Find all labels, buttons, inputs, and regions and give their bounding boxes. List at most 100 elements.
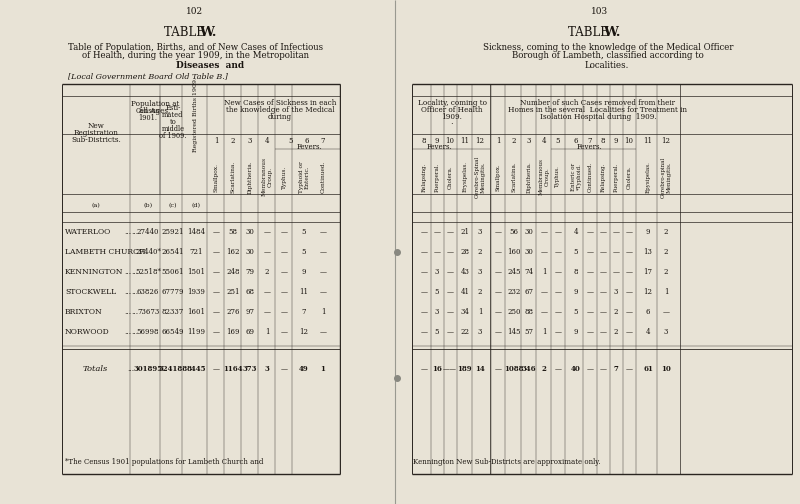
Text: Population at: Population at: [131, 100, 179, 108]
Text: 5: 5: [289, 137, 294, 145]
Text: mated: mated: [162, 111, 184, 119]
Text: —: —: [599, 365, 606, 373]
Text: —: —: [494, 288, 502, 296]
Text: —: —: [213, 228, 219, 236]
Text: 169: 169: [226, 328, 240, 336]
Text: Borough of Lambeth, classified according to: Borough of Lambeth, classified according…: [512, 51, 704, 60]
Text: New: New: [87, 122, 105, 130]
Text: Typhus.: Typhus.: [555, 166, 561, 188]
Text: 30: 30: [525, 228, 534, 236]
Text: 8: 8: [574, 268, 578, 276]
Text: —: —: [586, 328, 594, 336]
Text: 73673: 73673: [137, 308, 159, 316]
Text: 6: 6: [305, 137, 310, 145]
Text: Relapsing.: Relapsing.: [422, 162, 426, 192]
Text: —: —: [554, 248, 562, 256]
Text: 10: 10: [446, 137, 454, 145]
Text: 10: 10: [661, 365, 671, 373]
Text: —: —: [541, 228, 547, 236]
Text: —: —: [554, 268, 562, 276]
Text: 40: 40: [571, 365, 581, 373]
Text: ·: ·: [450, 120, 454, 128]
Text: —: —: [319, 268, 326, 276]
Text: —: —: [586, 228, 594, 236]
Text: 250: 250: [507, 308, 521, 316]
Text: —: —: [541, 308, 547, 316]
Text: 2: 2: [265, 268, 270, 276]
Text: —: —: [599, 268, 606, 276]
Text: 1: 1: [321, 308, 326, 316]
Text: —: —: [446, 248, 454, 256]
Text: 1: 1: [496, 137, 500, 145]
Text: Scarlatina.: Scarlatina.: [511, 162, 517, 193]
Text: —: —: [494, 248, 502, 256]
Text: 12: 12: [475, 137, 485, 145]
Text: Typhoid or
Enteric.: Typhoid or Enteric.: [298, 161, 310, 193]
Text: Registered Births 1909.: Registered Births 1909.: [194, 77, 198, 152]
Text: 3: 3: [527, 137, 531, 145]
Text: —: —: [281, 268, 287, 276]
Text: —: —: [421, 365, 427, 373]
Text: 2: 2: [664, 248, 668, 256]
Text: 251: 251: [226, 288, 240, 296]
Text: —: —: [494, 268, 502, 276]
Text: —: —: [319, 248, 326, 256]
Text: 2: 2: [230, 137, 235, 145]
Text: 43: 43: [461, 268, 470, 276]
Text: Fevers.: Fevers.: [297, 143, 323, 151]
Text: 12: 12: [662, 137, 670, 145]
Text: of 1909.: of 1909.: [159, 132, 186, 140]
Text: 97: 97: [246, 308, 254, 316]
Text: 2: 2: [614, 308, 618, 316]
Text: 2: 2: [664, 268, 668, 276]
Text: —: —: [541, 248, 547, 256]
Text: Sickness, coming to the knowledge of the Medical Officer: Sickness, coming to the knowledge of the…: [482, 42, 734, 51]
Text: 245: 245: [507, 268, 521, 276]
Text: Registration: Registration: [74, 129, 118, 137]
Text: —: —: [586, 308, 594, 316]
Text: 49: 49: [299, 365, 309, 373]
Text: 7: 7: [302, 308, 306, 316]
Text: 9: 9: [646, 228, 650, 236]
Text: 102: 102: [186, 8, 203, 17]
Text: 12: 12: [643, 288, 653, 296]
Text: Isolation Hospital during  1909.: Isolation Hospital during 1909.: [540, 113, 656, 121]
Text: —: —: [626, 228, 633, 236]
Text: —: —: [626, 365, 633, 373]
Text: —: —: [613, 228, 619, 236]
Text: 56998: 56998: [137, 328, 159, 336]
Text: Cerebro-spinal
Meningitis.: Cerebro-spinal Meningitis.: [661, 156, 671, 198]
Text: 7: 7: [321, 137, 326, 145]
Text: ...: ...: [124, 308, 131, 316]
Text: BRIXTON: BRIXTON: [65, 308, 102, 316]
Text: 5: 5: [434, 328, 439, 336]
Text: 9: 9: [302, 268, 306, 276]
Text: 8: 8: [601, 137, 606, 145]
Text: Cholera.: Cholera.: [447, 165, 453, 189]
Text: Cholera.: Cholera.: [626, 165, 631, 189]
Text: 6: 6: [646, 308, 650, 316]
Text: 1: 1: [321, 365, 326, 373]
Text: 232: 232: [507, 288, 521, 296]
Text: the knowledge of the Medical: the knowledge of the Medical: [226, 106, 334, 114]
Text: —: —: [213, 248, 219, 256]
Text: during: during: [268, 113, 292, 121]
Text: —: —: [626, 268, 633, 276]
Text: —: —: [541, 288, 547, 296]
Text: 9: 9: [434, 137, 439, 145]
Text: —: —: [263, 228, 270, 236]
Text: 3: 3: [265, 365, 270, 373]
Text: Localities.: Localities.: [585, 60, 630, 70]
Text: —: —: [434, 228, 441, 236]
Text: —: —: [554, 328, 562, 336]
Text: —: —: [554, 365, 562, 373]
Text: 16: 16: [432, 365, 442, 373]
Text: 21: 21: [461, 228, 470, 236]
Text: 2: 2: [512, 137, 516, 145]
Text: [Local Government Board Old Table B.]: [Local Government Board Old Table B.]: [68, 72, 228, 80]
Text: 22: 22: [461, 328, 470, 336]
Text: 69: 69: [246, 328, 254, 336]
Text: —: —: [586, 268, 594, 276]
Text: —: —: [281, 248, 287, 256]
Text: —: —: [613, 248, 619, 256]
